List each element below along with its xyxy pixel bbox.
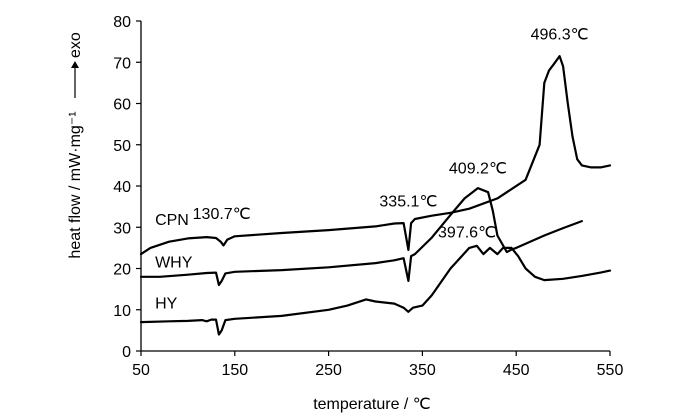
y-tick-label-0: 0 (122, 344, 131, 361)
exo-indicator: exo (67, 32, 84, 98)
labels: 50 150 250 350 450 550 0 10 20 30 40 50 60 70 80 CPN WHY… (113, 14, 623, 379)
x-tick-label-5: 550 (597, 362, 624, 379)
series-label-hy: HY (155, 296, 178, 313)
y-tick-label-4: 40 (113, 179, 131, 196)
series-line-cpn (139, 55, 612, 256)
y-tick-label-3: 30 (113, 220, 131, 237)
x-tick-label-1: 150 (221, 362, 248, 379)
x-tick-label-4: 450 (503, 362, 530, 379)
peak-annotation-2: 335.1℃ (379, 194, 437, 211)
series-lines (139, 55, 612, 336)
exo-arrow-head-icon (71, 61, 79, 68)
y-tick-label-1: 10 (113, 303, 131, 320)
y-tick-label-7: 70 (113, 55, 131, 72)
peak-annotation-1: 409.2℃ (449, 161, 507, 178)
tick-marks (136, 20, 611, 356)
x-tick-label-3: 350 (409, 362, 436, 379)
y-tick-label-5: 50 (113, 138, 131, 155)
peak-annotation-0: 496.3℃ (531, 27, 589, 44)
exo-label: exo (67, 32, 84, 58)
series-line-hy (139, 244, 612, 336)
series-label-why: WHY (155, 255, 193, 272)
x-axis-title: temperature / ℃ (313, 396, 431, 413)
x-tick-label-2: 250 (315, 362, 342, 379)
peak-annotation-4: 397.6℃ (438, 225, 496, 242)
y-axis-title-group: heat flow / mW·mg⁻¹ (67, 111, 84, 258)
x-tick-label-0: 50 (132, 362, 150, 379)
peak-annotation-3: 130.7℃ (193, 206, 251, 223)
series-label-cpn: CPN (155, 212, 189, 229)
y-axis-title: heat flow / mW·mg⁻¹ (67, 111, 84, 258)
y-tick-label-6: 60 (113, 97, 131, 114)
y-tick-label-2: 20 (113, 262, 131, 279)
y-tick-label-8: 80 (113, 14, 131, 31)
